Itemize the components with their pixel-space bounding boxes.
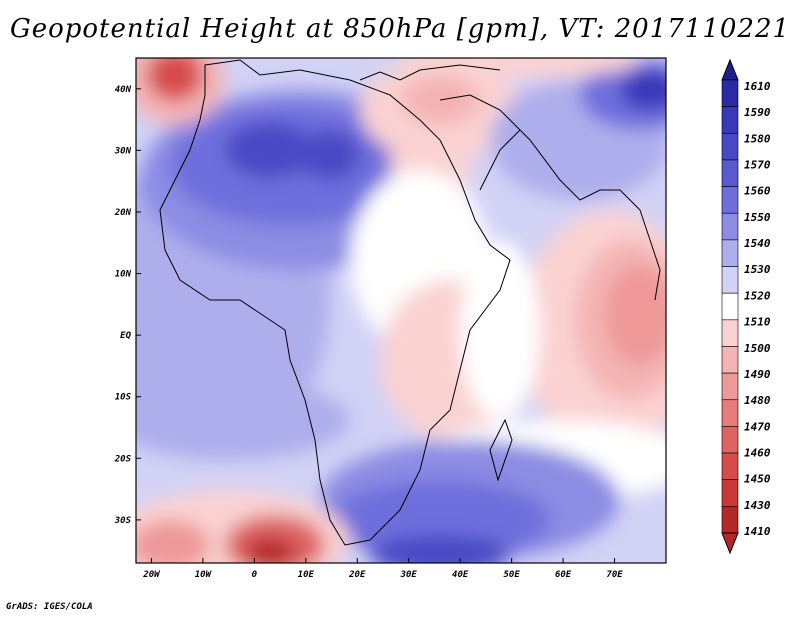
latitude-axis: 40N 30N 20N 10N EQ 10S 20S 30S <box>114 85 141 526</box>
lon-tick-label: 60E <box>555 570 572 580</box>
colorbar-label: 1450 <box>744 473 771 486</box>
lat-tick-label: 30S <box>114 516 132 526</box>
colorbar-swatch <box>721 159 739 187</box>
lat-tick-label: 40N <box>115 85 132 95</box>
colorbar-label: 1470 <box>744 420 771 433</box>
lat-tick-label: EQ <box>120 331 131 341</box>
map-frame <box>135 57 667 564</box>
colorbar-swatch <box>721 452 739 481</box>
colorbar-swatch <box>721 186 739 214</box>
colorbar-label: 1430 <box>744 499 771 512</box>
colorbar-swatch <box>721 372 739 401</box>
colorbar-swatch <box>721 239 739 267</box>
colorbar-label: 1540 <box>744 237 771 250</box>
lon-tick-label: 70E <box>606 570 623 580</box>
colorbar-label: 1500 <box>744 342 771 355</box>
colorbar-swatch <box>721 506 739 534</box>
lat-tick-label: 20S <box>114 454 132 464</box>
coastlines <box>159 59 661 546</box>
lon-tick-label: 50E <box>503 570 520 580</box>
lon-tick-label: 0 <box>252 570 258 580</box>
colorbar-swatch <box>721 132 739 161</box>
colorbar-label: 1550 <box>744 211 771 224</box>
grads-credit: GrADS: IGES/COLA <box>6 602 93 612</box>
colorbar-swatch <box>721 79 739 107</box>
colorbar-top-arrow <box>721 58 739 81</box>
colorbar-label: 1480 <box>744 394 771 407</box>
colorbar-swatch <box>721 266 739 294</box>
map-panel: 20W 10W 0 10E 20E 30E 40E 50E 60E 70E 40N 30N 20N 10… <box>114 57 771 580</box>
colorbar-label: 1560 <box>744 185 771 198</box>
lon-tick-label: 10E <box>298 570 315 580</box>
colorbar-label: 1520 <box>744 289 771 302</box>
colorbar-label: 1590 <box>744 106 771 119</box>
colorbar-label: 1460 <box>744 446 771 459</box>
lon-tick-label: 10W <box>195 570 213 580</box>
colorbar-label: 1490 <box>744 368 771 381</box>
colorbar-swatch <box>721 426 739 454</box>
colorbar-label: 1410 <box>744 525 771 538</box>
lon-tick-label: 20W <box>142 570 161 580</box>
colorbar-swatch <box>721 319 739 347</box>
lon-tick-label: 20E <box>348 570 366 580</box>
lat-tick-label: 10S <box>115 393 132 403</box>
colorbar-label: 1580 <box>744 132 771 145</box>
colorbar-swatch <box>721 292 739 321</box>
lat-tick-label: 30N <box>114 146 132 156</box>
colorbar-label: 1570 <box>744 159 771 172</box>
colorbar-label: 1610 <box>744 80 771 93</box>
colorbar-bottom-arrow <box>721 532 739 555</box>
colorbar: 1610 1590 1580 1570 1560 1550 1540 1530 1520 1510… <box>721 58 771 555</box>
colorbar-swatch <box>721 479 739 507</box>
height-field <box>136 58 666 563</box>
longitude-axis: 20W 10W 0 10E 20E 30E 40E 50E 60E 70E <box>142 558 623 580</box>
lon-tick-label: 30E <box>400 570 418 580</box>
colorbar-label: 1530 <box>744 263 771 276</box>
colorbar-swatch <box>721 106 739 134</box>
lat-tick-label: 10N <box>115 270 132 280</box>
lon-tick-label: 40E <box>452 570 469 580</box>
colorbar-label: 1510 <box>744 316 771 329</box>
colorbar-swatch <box>721 346 739 374</box>
lat-tick-label: 20N <box>114 208 132 218</box>
colorbar-swatch <box>721 212 739 241</box>
map-title: Geopotential Height at 850hPa [gpm], VT:… <box>9 14 791 44</box>
colorbar-swatch <box>721 399 739 427</box>
